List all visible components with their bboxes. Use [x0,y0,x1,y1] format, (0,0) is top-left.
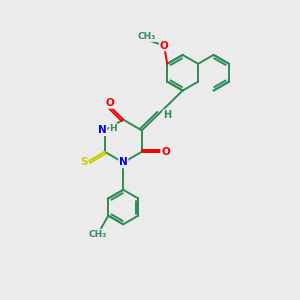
Text: CH₃: CH₃ [137,32,155,41]
Text: N: N [98,125,107,135]
Text: O: O [105,98,114,108]
Text: S: S [80,158,88,167]
Text: H: H [163,110,171,120]
Text: CH₃: CH₃ [88,230,107,238]
Text: O: O [161,147,170,157]
Text: O: O [160,41,168,51]
Text: H: H [110,124,117,133]
Text: N: N [119,158,128,167]
